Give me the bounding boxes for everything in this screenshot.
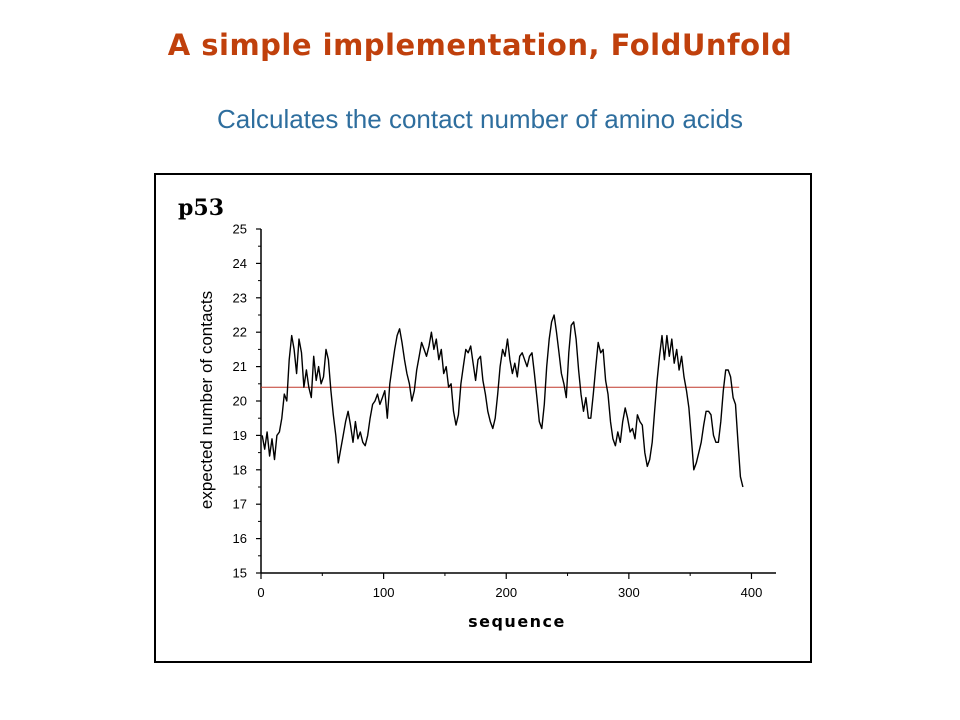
y-tick-label: 15 [233, 566, 247, 581]
y-tick-label: 20 [233, 394, 247, 409]
contact-number-chart: 15 16 17 18 19 20 21 22 23 24 25 0 100 200 300 400 sequ… [197, 222, 776, 631]
x-tick-label: 400 [741, 585, 763, 600]
slide-title: A simple implementation, FoldUnfold [167, 28, 793, 62]
y-tick-label: 22 [233, 325, 247, 340]
x-axis-label: sequence [468, 612, 566, 631]
y-axis-label: expected number of contacts [197, 291, 216, 509]
y-tick-label: 24 [233, 256, 247, 271]
y-tick-label: 19 [233, 428, 247, 443]
x-tick-label: 100 [373, 585, 395, 600]
chart-frame: 15 16 17 18 19 20 21 22 23 24 25 0 100 200 300 400 sequ… [154, 173, 812, 663]
y-tick-label: 25 [233, 222, 247, 237]
y-tick-label: 21 [233, 359, 247, 374]
protein-label: p53 [178, 195, 224, 221]
x-tick-label: 0 [257, 585, 264, 600]
y-tick-label: 17 [233, 497, 247, 512]
y-tick-label: 23 [233, 290, 247, 305]
x-tick-label: 300 [618, 585, 640, 600]
x-tick-label: 200 [495, 585, 517, 600]
slide-subtitle: Calculates the contact number of amino a… [216, 104, 744, 134]
y-tick-label: 18 [233, 462, 247, 477]
y-tick-label: 16 [233, 531, 247, 546]
contact-number-series [261, 314, 744, 488]
